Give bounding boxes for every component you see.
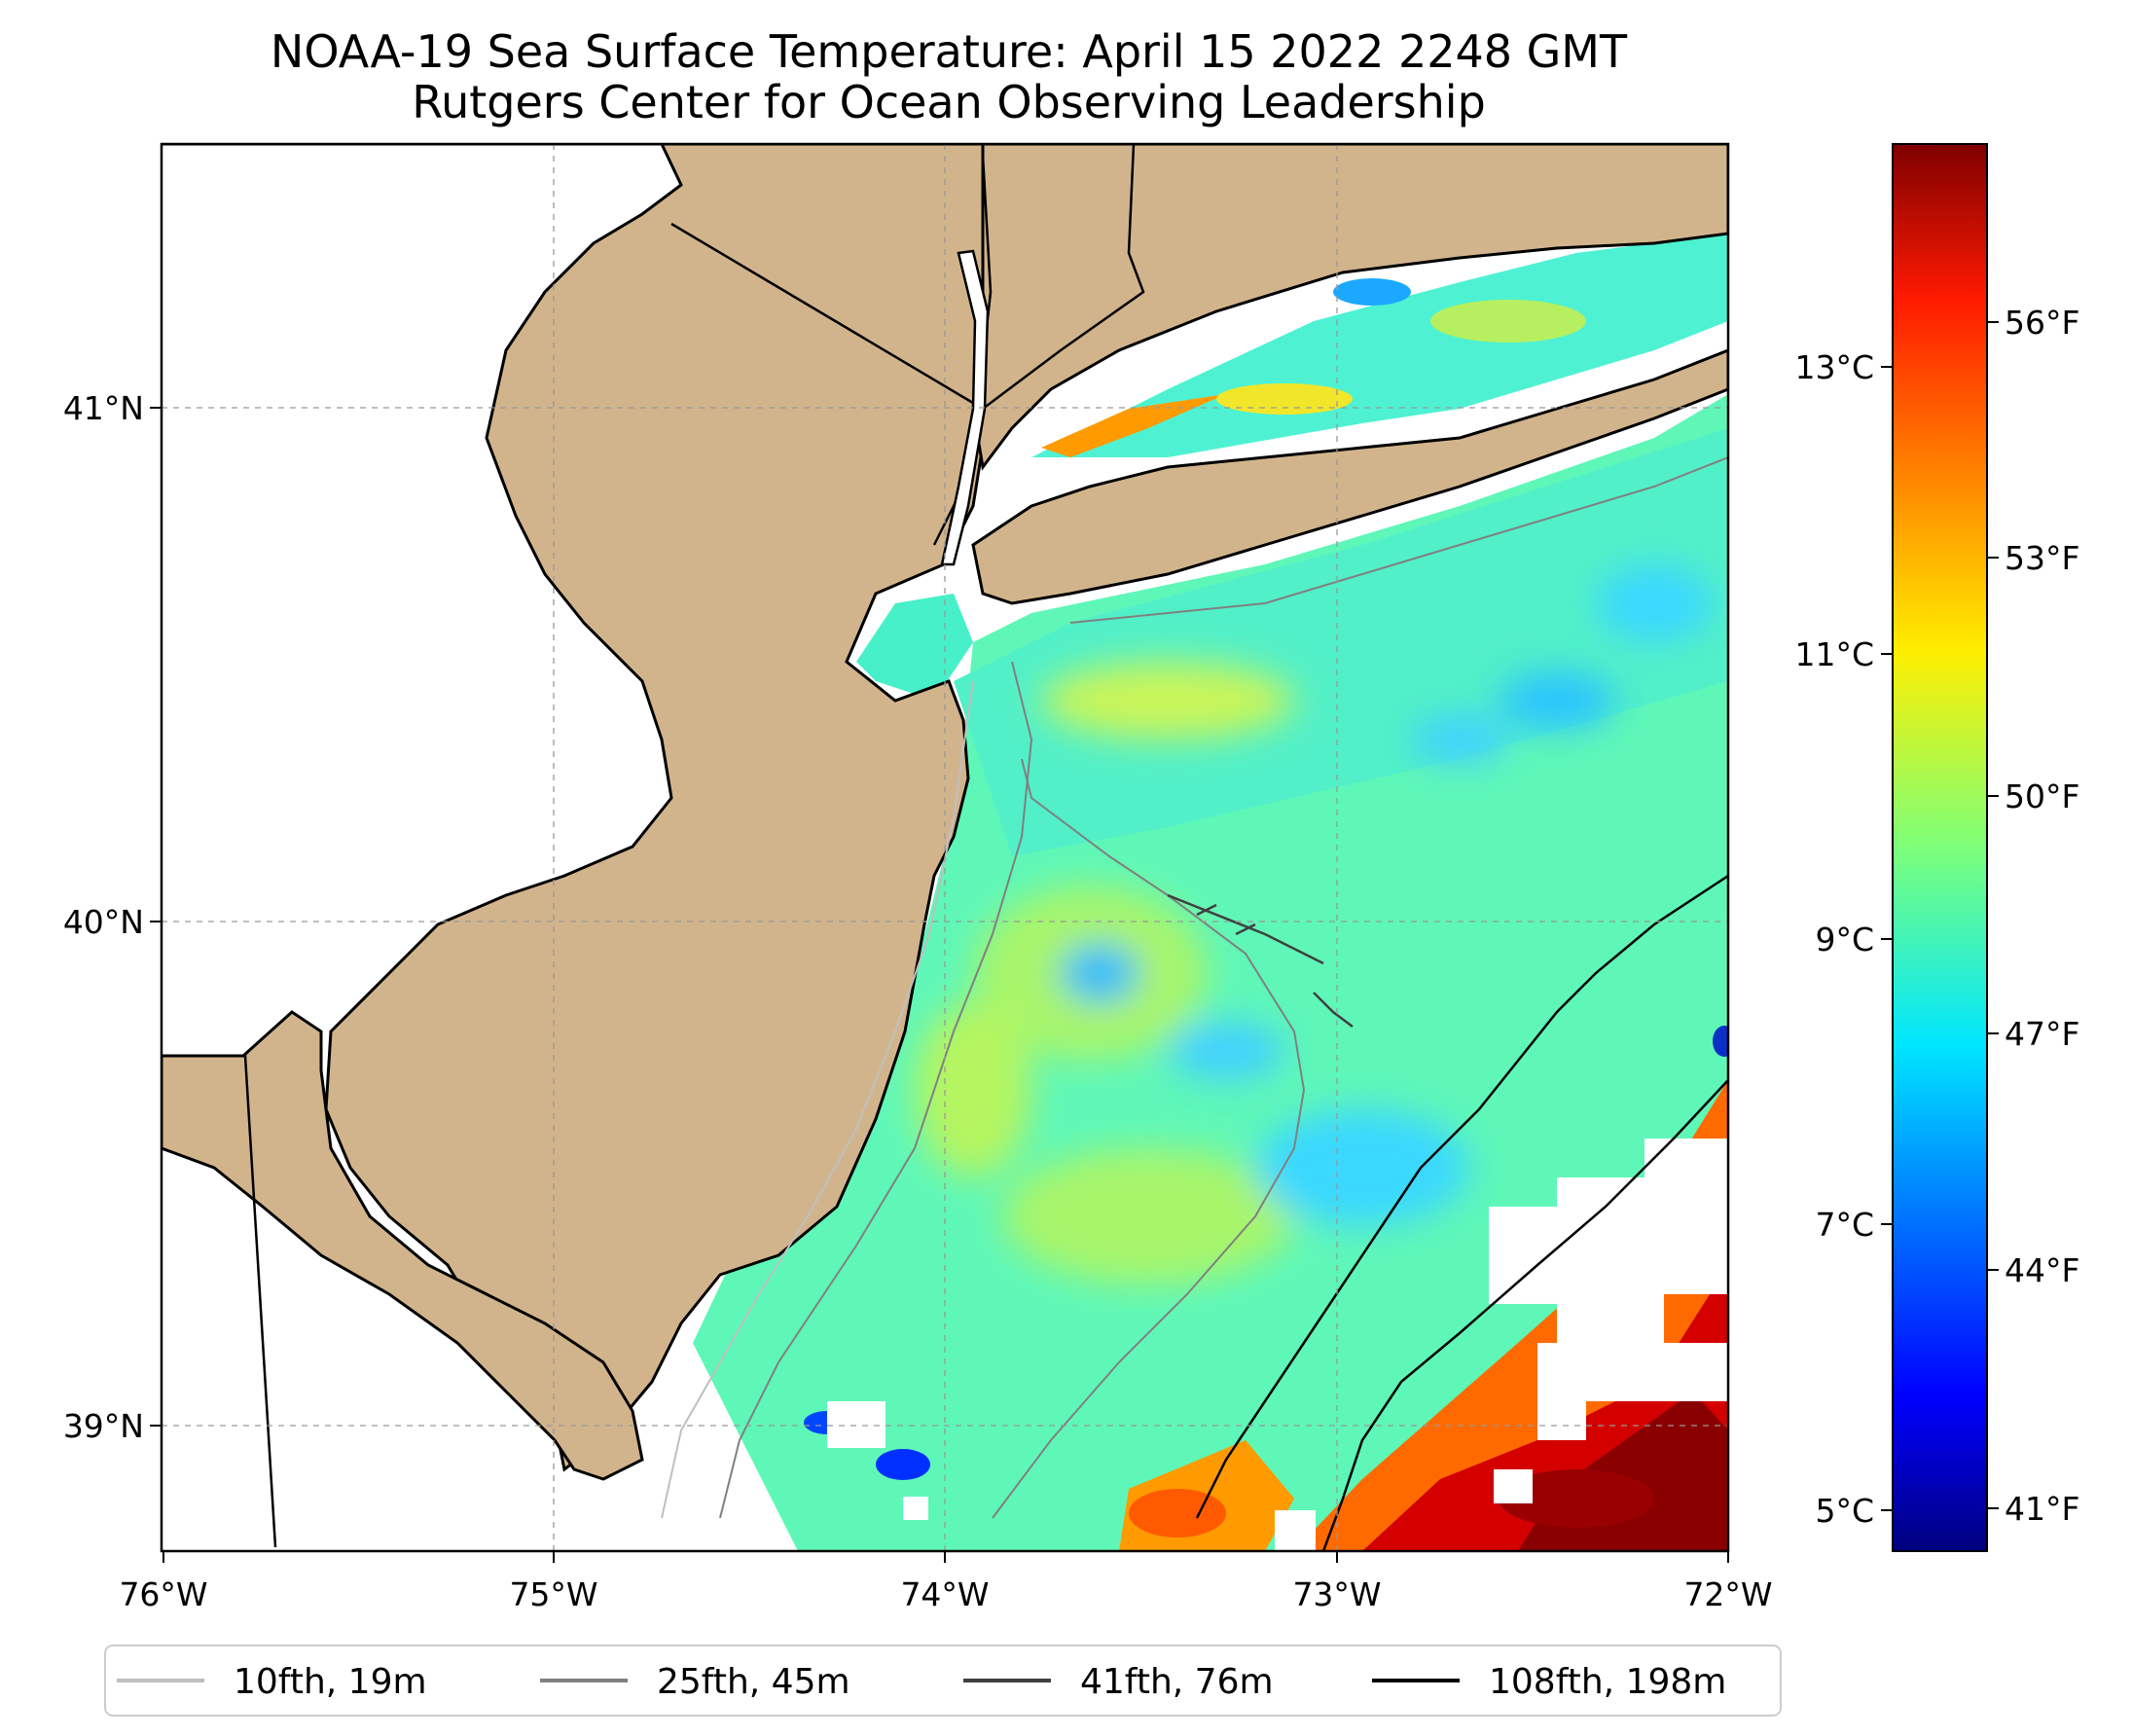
colorbar-celsius-label: 7°C <box>1815 1206 1874 1244</box>
latitude-axis <box>150 407 162 1427</box>
longitude-axis <box>163 1551 1729 1563</box>
lon-tick-label: 73°W <box>1292 1575 1381 1613</box>
lat-tick-label: 40°N <box>63 903 144 941</box>
colorbar-celsius-label: 13°C <box>1794 348 1874 386</box>
map-subtitle: Rutgers Center for Ocean Observing Leade… <box>412 76 1486 128</box>
lat-tick-label: 41°N <box>63 389 144 427</box>
lon-tick-label: 76°W <box>119 1575 207 1613</box>
legend-label: 25fth, 45m <box>657 1662 850 1702</box>
colorbar-fahrenheit-label: 47°F <box>2005 1015 2079 1053</box>
lon-tick-label: 74°W <box>900 1575 989 1613</box>
legend-label: 108fth, 198m <box>1489 1662 1726 1702</box>
colorbar-fahrenheit-label: 56°F <box>2005 304 2079 342</box>
gridlines <box>162 144 1728 1551</box>
colorbar-ticks <box>1881 321 1999 1511</box>
isobaths <box>661 456 1728 1551</box>
map-title: NOAA-19 Sea Surface Temperature: April 1… <box>270 25 1628 78</box>
land <box>162 144 1728 1481</box>
map-panel <box>162 144 1728 1551</box>
hudson-river <box>940 249 990 566</box>
lon-tick-label: 75°W <box>509 1575 597 1613</box>
colorbar-celsius-label: 5°C <box>1815 1492 1874 1530</box>
colorbar-fahrenheit-label: 53°F <box>2005 539 2079 577</box>
colorbar-celsius-label: 11°C <box>1794 635 1874 673</box>
colorbar <box>1892 143 1988 1552</box>
colorbar-celsius-label: 9°C <box>1815 921 1874 958</box>
sst-field <box>693 234 1728 1551</box>
colorbar-fahrenheit-label: 41°F <box>2005 1490 2079 1528</box>
colorbar-fahrenheit-label: 50°F <box>2005 778 2079 815</box>
colorbar-fahrenheit-label: 44°F <box>2005 1251 2079 1289</box>
legend-label: 41fth, 76m <box>1080 1662 1274 1702</box>
isobath-legend: 10fth, 19m 25fth, 45m 41fth, 76m 108fth,… <box>104 1645 1782 1717</box>
lon-tick-label: 72°W <box>1683 1575 1772 1613</box>
lat-tick-label: 39°N <box>63 1407 144 1445</box>
legend-label: 10fth, 19m <box>234 1662 427 1702</box>
